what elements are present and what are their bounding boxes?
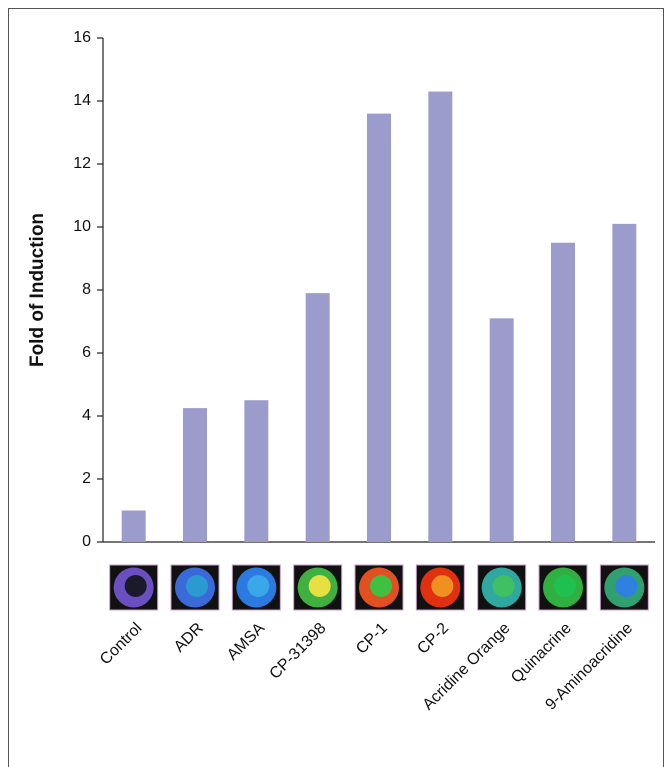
bar <box>612 224 636 542</box>
bar <box>244 400 268 542</box>
x-tick-label: ADR <box>171 620 207 656</box>
x-tick-label: CP-2 <box>414 620 452 658</box>
y-tick-label: 8 <box>82 281 91 298</box>
y-axis-label: Fold of Induction <box>27 213 48 367</box>
bar <box>306 293 330 542</box>
bar <box>367 114 391 542</box>
well-center <box>615 575 637 597</box>
well-center <box>370 575 392 597</box>
well-center <box>309 575 331 597</box>
y-tick-label: 4 <box>82 407 91 424</box>
x-tick-label: CP-31398 <box>267 620 330 683</box>
x-tick-label: Quinacrine <box>508 620 575 687</box>
y-tick-label: 6 <box>82 344 91 361</box>
x-tick-label: AMSA <box>224 620 268 664</box>
bar <box>551 243 575 542</box>
y-tick-label: 14 <box>73 92 91 109</box>
y-tick-label: 0 <box>82 533 91 550</box>
x-tick-label: CP-1 <box>353 620 391 658</box>
bar <box>428 92 452 542</box>
y-tick-label: 12 <box>73 155 91 172</box>
well-center <box>431 575 453 597</box>
y-tick-label: 16 <box>73 29 91 46</box>
bar <box>122 511 146 543</box>
well-center <box>125 575 147 597</box>
x-tick-label: Control <box>97 620 146 669</box>
well-center <box>554 575 576 597</box>
bar <box>490 318 514 542</box>
bar <box>183 408 207 542</box>
y-tick-label: 10 <box>73 218 91 235</box>
chart: Fold of Induction 0 2 4 6 8 10 12 14 16 Control AD… <box>0 0 665 767</box>
well-center <box>186 575 208 597</box>
well-center <box>247 575 269 597</box>
page: {"chart_data": {"type": "bar", "ylabel":… <box>0 0 665 767</box>
well-center <box>493 575 515 597</box>
y-tick-label: 2 <box>82 470 91 487</box>
